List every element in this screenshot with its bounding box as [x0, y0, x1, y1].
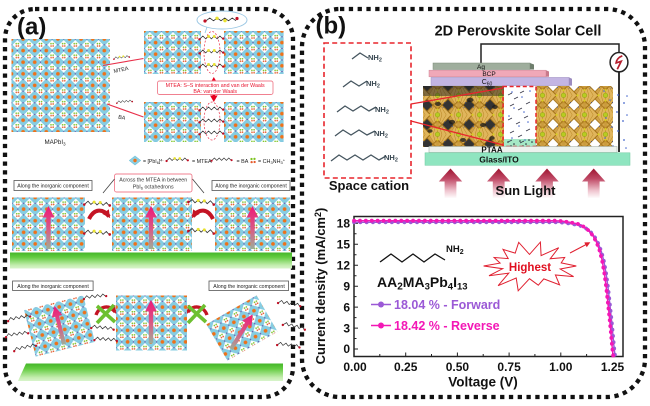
svg-text:15: 15 — [337, 238, 351, 252]
svg-text:Along the inorganic component: Along the inorganic component — [17, 184, 89, 190]
svg-text:NH2: NH2 — [384, 153, 398, 164]
svg-text:PTAA: PTAA — [481, 146, 502, 155]
svg-text:MTEA: MTEA — [113, 66, 129, 75]
svg-text:0.25: 0.25 — [394, 360, 418, 374]
svg-text:BA: BA — [118, 115, 127, 122]
svg-text:AA2MA3Pb4I13: AA2MA3Pb4I13 — [377, 274, 468, 293]
svg-text:Ag: Ag — [477, 64, 485, 71]
svg-text:1.25: 1.25 — [601, 360, 625, 374]
svg-text:3: 3 — [343, 322, 350, 336]
svg-text:(a): (a) — [17, 14, 46, 41]
svg-text:18.04 % - Forward: 18.04 % - Forward — [394, 298, 500, 312]
svg-text:NH2: NH2 — [368, 53, 382, 64]
svg-text:Current density (mA/cm2): Current density (mA/cm2) — [313, 208, 328, 365]
svg-text:NH2: NH2 — [366, 79, 380, 90]
svg-text:BCP: BCP — [482, 71, 495, 78]
svg-text:PbI6 octahedrons: PbI6 octahedrons — [133, 185, 174, 191]
svg-text:Along the inorganic component: Along the inorganic component — [215, 184, 287, 190]
svg-text:0: 0 — [343, 342, 350, 356]
svg-text:= [PbI6]4-: = [PbI6]4- — [143, 158, 164, 165]
svg-text:9: 9 — [343, 280, 350, 294]
svg-text:C60: C60 — [482, 79, 493, 87]
svg-text:2D Perovskite Solar Cell: 2D Perovskite Solar Cell — [435, 24, 602, 40]
svg-text:Along the inorganic component: Along the inorganic component — [213, 284, 285, 290]
svg-text:Highest: Highest — [509, 262, 551, 274]
svg-text:Sun Light: Sun Light — [496, 183, 557, 198]
svg-text:Along the inorganic component: Along the inorganic component — [17, 284, 89, 290]
svg-text:= BA: = BA — [237, 159, 249, 165]
svg-text:0.75: 0.75 — [497, 360, 521, 374]
svg-text:6: 6 — [343, 301, 350, 315]
svg-text:NH2: NH2 — [446, 244, 464, 256]
svg-text:1.00: 1.00 — [549, 360, 573, 374]
svg-text:NH2: NH2 — [374, 129, 388, 140]
svg-text:Voltage (V): Voltage (V) — [448, 375, 518, 390]
svg-text:BA: van der Waals: BA: van der Waals — [193, 89, 237, 95]
svg-text:Space cation: Space cation — [329, 178, 409, 193]
svg-text:(b): (b) — [316, 13, 347, 40]
svg-text:MAPbI3: MAPbI3 — [44, 139, 66, 147]
svg-text:= CH3NH3+: = CH3NH3+ — [258, 157, 286, 165]
svg-text:0.00: 0.00 — [343, 360, 367, 374]
svg-text:18.42 % - Reverse: 18.42 % - Reverse — [394, 319, 500, 333]
svg-text:18: 18 — [337, 217, 351, 231]
svg-text:Glass/ITO: Glass/ITO — [479, 155, 519, 165]
svg-text:Across the MTEA in between: Across the MTEA in between — [119, 178, 187, 184]
svg-text:12: 12 — [337, 259, 351, 273]
svg-text:= MTEA: = MTEA — [192, 159, 212, 165]
svg-text:NH2: NH2 — [375, 105, 389, 116]
svg-text:0.50: 0.50 — [446, 360, 470, 374]
svg-text:MTEA: S–S interaction and van: MTEA: S–S interaction and van der Waals — [166, 83, 265, 89]
